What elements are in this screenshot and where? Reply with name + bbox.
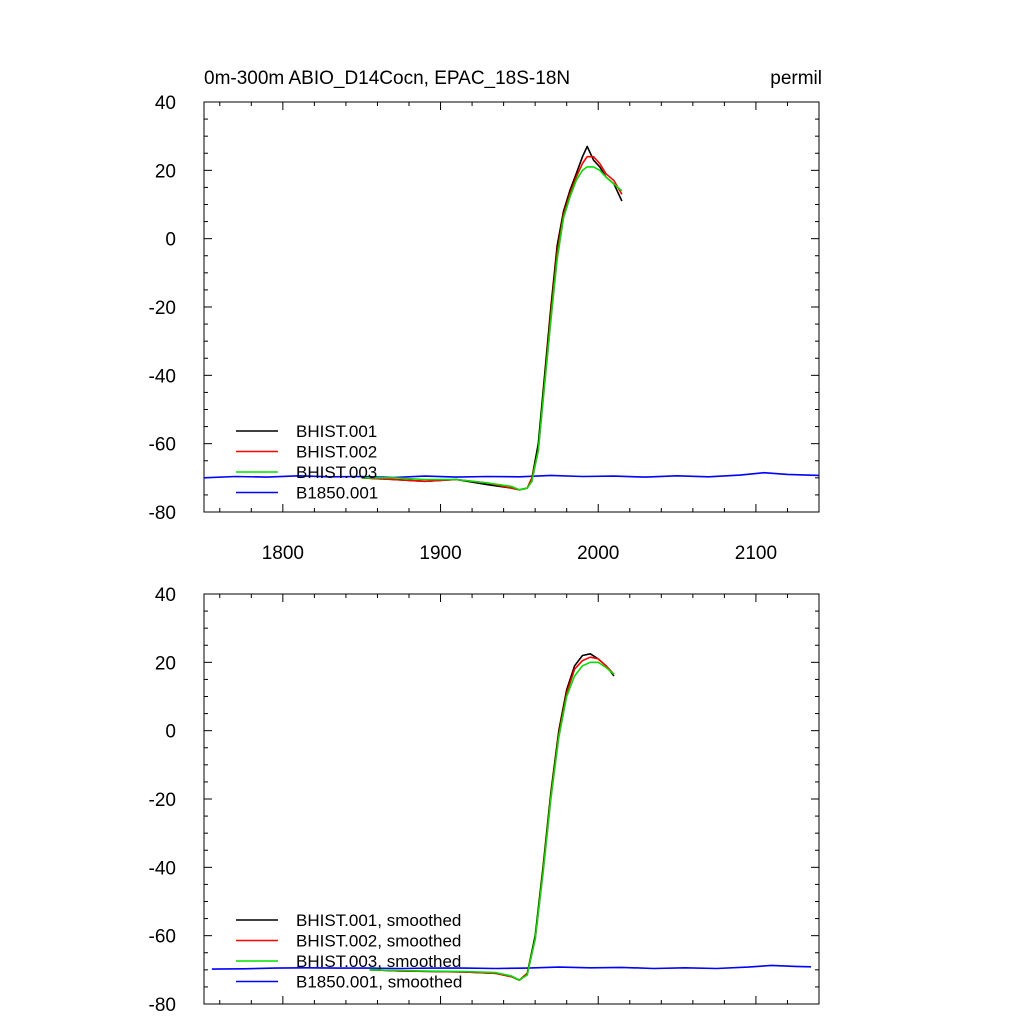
legend-label: BHIST.003 <box>296 463 377 482</box>
y-tick-label: -60 <box>149 927 176 948</box>
legend-label: B1850.001 <box>296 484 378 503</box>
series-line <box>361 145 623 491</box>
y-tick-label: -60 <box>149 435 176 456</box>
y-tick-label: 20 <box>155 653 176 674</box>
plot-title: 0m-300m ABIO_D14Cocn, EPAC_18S-18N <box>204 68 570 89</box>
y-tick-label: -20 <box>149 790 176 811</box>
units-label: permil <box>770 68 822 89</box>
x-tick-label: 2100 <box>735 543 777 564</box>
y-tick-label: -40 <box>149 366 176 387</box>
series-line <box>211 964 812 970</box>
legend-label: BHIST.003, smoothed <box>296 952 461 971</box>
y-tick-label: 0 <box>165 230 176 251</box>
panel-smoothed: 40 20 0 -20 -40 -60 -80 BHIST.001, smoothed BHIS… <box>149 585 820 1016</box>
y-tick-label: 40 <box>155 93 176 114</box>
series-line <box>361 166 623 491</box>
legend-label: BHIST.001, smoothed <box>296 911 461 930</box>
y-tick-label: -20 <box>149 298 176 319</box>
x-tick-label: 1800 <box>262 543 304 564</box>
series-line <box>203 471 820 479</box>
x-tick-label: 2000 <box>577 543 619 564</box>
legend-label: BHIST.001 <box>296 422 377 441</box>
y-tick-label: 20 <box>155 161 176 182</box>
x-tick-label: 1900 <box>419 543 461 564</box>
y-tick-label: 40 <box>155 585 176 606</box>
series-line <box>361 155 623 491</box>
y-tick-label: 0 <box>165 722 176 743</box>
series-line <box>369 661 615 981</box>
panel-raw: 1800 1900 2000 2100 40 20 0 -20 -40 -60 -80 BHIST.0… <box>149 93 820 564</box>
legend-label: BHIST.002 <box>296 443 377 462</box>
y-tick-label: -80 <box>149 503 176 524</box>
y-tick-label: -80 <box>149 995 176 1016</box>
legend-label: BHIST.002, smoothed <box>296 932 461 951</box>
legend-label: B1850.001, smoothed <box>296 973 462 992</box>
y-tick-label: -40 <box>149 858 176 879</box>
